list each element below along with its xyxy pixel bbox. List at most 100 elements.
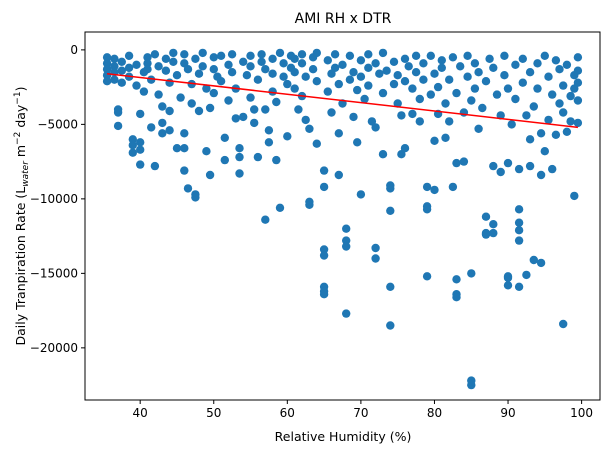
data-point bbox=[102, 65, 112, 74]
data-point bbox=[117, 66, 127, 75]
x-tick-label: 40 bbox=[133, 406, 148, 420]
data-point bbox=[253, 152, 263, 162]
data-point bbox=[102, 53, 112, 62]
data-point bbox=[540, 147, 549, 156]
data-point bbox=[124, 51, 134, 60]
data-point bbox=[154, 90, 163, 99]
data-point bbox=[250, 105, 259, 114]
data-point bbox=[319, 166, 329, 175]
data-point bbox=[448, 182, 458, 192]
data-point bbox=[158, 118, 167, 128]
data-point bbox=[452, 158, 461, 168]
data-point bbox=[110, 54, 119, 63]
data-point bbox=[496, 167, 505, 177]
data-point bbox=[364, 81, 373, 90]
data-point bbox=[445, 117, 454, 126]
data-point bbox=[297, 50, 307, 59]
data-point bbox=[235, 144, 244, 153]
data-point bbox=[205, 170, 215, 180]
data-point bbox=[275, 203, 285, 212]
data-point bbox=[353, 85, 362, 95]
data-point bbox=[500, 51, 509, 60]
data-point bbox=[180, 144, 189, 153]
data-point bbox=[562, 60, 572, 69]
data-point bbox=[349, 68, 358, 77]
data-point bbox=[268, 69, 277, 78]
data-point bbox=[378, 48, 388, 58]
data-point bbox=[342, 236, 351, 245]
data-point bbox=[463, 72, 472, 81]
data-point bbox=[448, 53, 458, 62]
data-point bbox=[301, 72, 310, 81]
data-point bbox=[481, 230, 491, 239]
data-point bbox=[514, 236, 524, 245]
data-point bbox=[533, 84, 542, 93]
data-point bbox=[573, 96, 583, 105]
x-tick-label: 80 bbox=[427, 406, 442, 420]
data-point bbox=[312, 48, 321, 58]
data-point bbox=[411, 68, 421, 77]
data-point bbox=[334, 129, 343, 138]
data-point bbox=[180, 50, 189, 59]
data-point bbox=[441, 133, 450, 142]
data-point bbox=[290, 54, 299, 63]
y-axis-label-sup2: −1 bbox=[13, 91, 23, 104]
data-point bbox=[235, 152, 244, 162]
data-point bbox=[183, 184, 193, 193]
data-point bbox=[227, 50, 237, 59]
data-point bbox=[426, 90, 435, 99]
y-tick-label: −10000 bbox=[30, 192, 78, 206]
x-tick-label: 70 bbox=[353, 406, 368, 420]
data-point bbox=[349, 112, 358, 122]
x-tick-label: 90 bbox=[500, 406, 515, 420]
data-point bbox=[430, 136, 439, 145]
data-point bbox=[518, 54, 527, 63]
data-point bbox=[573, 78, 583, 87]
data-point bbox=[470, 84, 480, 93]
data-point bbox=[209, 88, 218, 98]
data-point bbox=[132, 60, 141, 69]
data-point bbox=[165, 106, 174, 116]
data-point bbox=[422, 205, 432, 214]
data-point bbox=[319, 182, 329, 192]
data-point bbox=[411, 51, 421, 60]
data-point bbox=[441, 99, 450, 108]
data-point bbox=[246, 93, 255, 102]
data-point bbox=[408, 84, 417, 93]
data-point bbox=[202, 147, 211, 156]
data-point bbox=[239, 112, 248, 122]
trend-line bbox=[106, 72, 579, 129]
data-point bbox=[378, 150, 388, 159]
data-point bbox=[536, 170, 546, 180]
data-point bbox=[489, 161, 498, 171]
data-point bbox=[360, 94, 369, 104]
data-point bbox=[132, 81, 141, 90]
data-point bbox=[371, 243, 380, 253]
data-point bbox=[503, 84, 513, 93]
data-point bbox=[323, 87, 332, 96]
data-point bbox=[257, 57, 266, 66]
data-point bbox=[452, 88, 461, 98]
data-point bbox=[551, 130, 561, 139]
data-point bbox=[393, 99, 402, 108]
y-tick-label: 0 bbox=[70, 43, 78, 57]
data-point bbox=[102, 77, 112, 86]
data-point bbox=[404, 62, 413, 71]
data-point bbox=[180, 129, 189, 138]
data-point bbox=[345, 51, 355, 60]
data-point bbox=[283, 79, 292, 89]
data-point bbox=[518, 78, 527, 87]
data-point bbox=[209, 53, 218, 62]
data-point bbox=[330, 63, 340, 72]
data-point bbox=[279, 72, 288, 81]
data-point bbox=[231, 114, 240, 123]
data-point bbox=[353, 138, 362, 147]
data-point bbox=[319, 290, 329, 299]
data-point bbox=[536, 129, 546, 138]
data-point bbox=[246, 51, 255, 60]
data-point bbox=[467, 269, 476, 278]
data-point bbox=[456, 62, 465, 71]
data-point bbox=[522, 270, 531, 280]
data-point bbox=[250, 118, 259, 128]
data-point bbox=[467, 96, 476, 105]
